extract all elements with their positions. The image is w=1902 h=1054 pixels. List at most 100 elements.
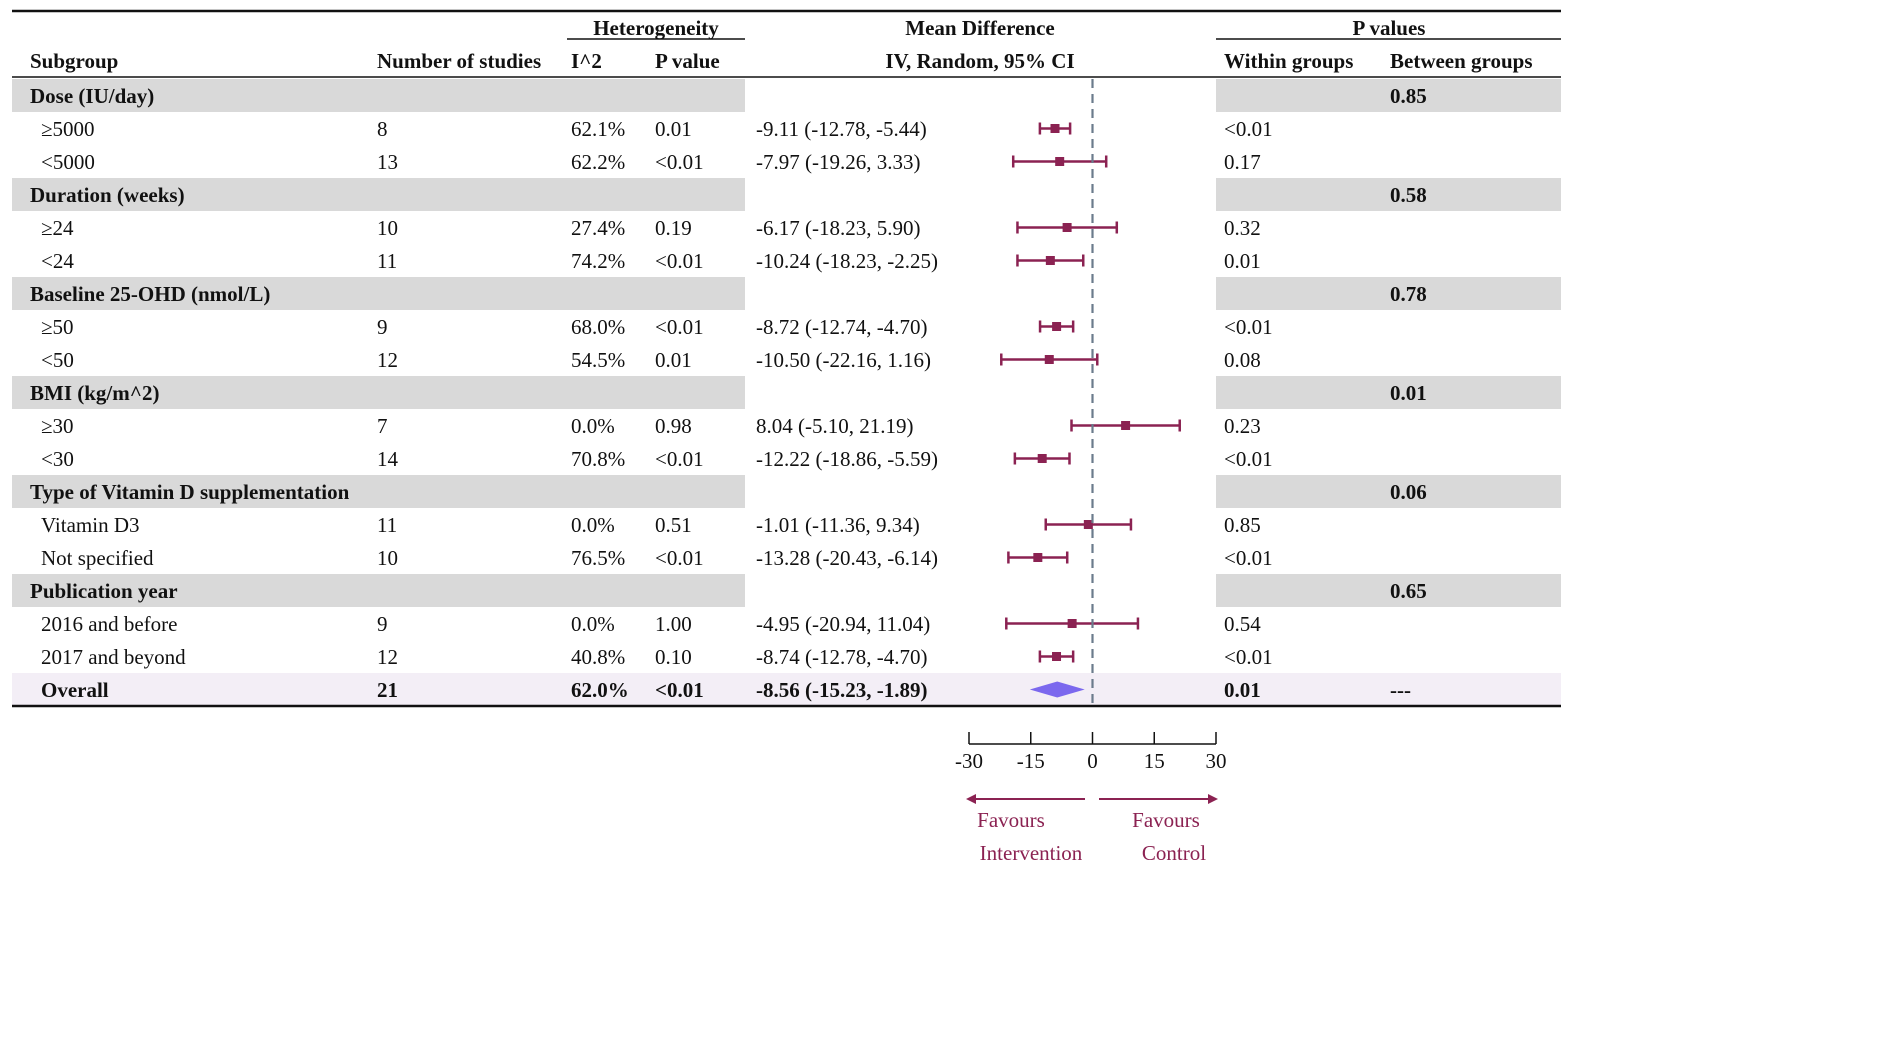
- x-tick-label: 30: [1206, 749, 1227, 773]
- heterogeneity-p-value: <0.01: [655, 249, 704, 273]
- group-row-bg-left: [12, 178, 745, 211]
- point-estimate: [1050, 124, 1060, 133]
- number-of-studies: 11: [377, 513, 397, 537]
- group-label: Type of Vitamin D supplementation: [30, 480, 350, 504]
- between-groups-p: 0.01: [1390, 381, 1427, 405]
- heterogeneity-p-value: 0.10: [655, 645, 692, 669]
- between-groups-p: 0.85: [1390, 84, 1427, 108]
- header-between-groups: Between groups: [1390, 49, 1533, 73]
- i2-value: 62.0%: [571, 678, 629, 702]
- header-md-method: IV, Random, 95% CI: [885, 49, 1074, 73]
- i2-value: 74.2%: [571, 249, 625, 273]
- mean-difference-ci-text: -7.97 (-19.26, 3.33): [756, 150, 920, 174]
- x-tick-label: -30: [955, 749, 983, 773]
- within-groups-p: <0.01: [1224, 645, 1273, 669]
- within-groups-p: 0.23: [1224, 414, 1261, 438]
- x-tick-label: 0: [1087, 749, 1098, 773]
- subgroup-label: <5000: [41, 150, 95, 174]
- group-row-bg-left: [12, 79, 745, 112]
- subgroup-label: ≥50: [41, 315, 74, 339]
- point-estimate: [1052, 322, 1062, 331]
- mean-difference-ci-text: -10.50 (-22.16, 1.16): [756, 348, 931, 372]
- favours-control-line1: Favours: [1132, 808, 1200, 832]
- mean-difference-ci-text: -1.01 (-11.36, 9.34): [756, 513, 920, 537]
- group-label: BMI (kg/m^2): [30, 381, 159, 405]
- subgroup-label: ≥24: [41, 216, 74, 240]
- mean-difference-ci-text: -9.11 (-12.78, -5.44): [756, 117, 927, 141]
- group-row-bg-right: [1216, 178, 1561, 211]
- number-of-studies: 9: [377, 612, 388, 636]
- header-number-of-studies: Number of studies: [377, 49, 541, 73]
- x-tick-label: 15: [1144, 749, 1165, 773]
- number-of-studies: 10: [377, 546, 398, 570]
- favours-intervention-line1: Favours: [977, 808, 1045, 832]
- number-of-studies: 12: [377, 348, 398, 372]
- within-groups-p: 0.01: [1224, 678, 1261, 702]
- heterogeneity-p-value: <0.01: [655, 447, 704, 471]
- subgroup-label: Not specified: [41, 546, 154, 570]
- subgroup-label: <30: [41, 447, 74, 471]
- header-i2: I^2: [571, 49, 602, 73]
- group-row-bg-right: [1216, 79, 1561, 112]
- subgroup-label: Vitamin D3: [41, 513, 139, 537]
- within-groups-p: 0.54: [1224, 612, 1261, 636]
- group-row-bg-right: [1216, 277, 1561, 310]
- number-of-studies: 21: [377, 678, 398, 702]
- i2-value: 0.0%: [571, 612, 615, 636]
- subgroup-label: <50: [41, 348, 74, 372]
- point-estimate: [1044, 355, 1054, 364]
- point-estimate: [1037, 454, 1047, 463]
- point-estimate: [1033, 553, 1043, 562]
- mean-difference-ci-text: -8.72 (-12.74, -4.70): [756, 315, 927, 339]
- within-groups-p: <0.01: [1224, 546, 1273, 570]
- mean-difference-ci-text: 8.04 (-5.10, 21.19): [756, 414, 913, 438]
- i2-value: 54.5%: [571, 348, 625, 372]
- favours-control-arrowhead: [1208, 794, 1218, 804]
- header-within-groups: Within groups: [1224, 49, 1353, 73]
- mean-difference-ci-text: -8.74 (-12.78, -4.70): [756, 645, 927, 669]
- mean-difference-ci-text: -6.17 (-18.23, 5.90): [756, 216, 920, 240]
- point-estimate: [1055, 157, 1065, 166]
- i2-value: 0.0%: [571, 513, 615, 537]
- number-of-studies: 7: [377, 414, 388, 438]
- point-estimate: [1045, 256, 1055, 265]
- x-tick-label: -15: [1017, 749, 1045, 773]
- within-groups-p: 0.32: [1224, 216, 1261, 240]
- header-p-values: P values: [1353, 16, 1426, 40]
- number-of-studies: 8: [377, 117, 388, 141]
- within-groups-p: <0.01: [1224, 315, 1273, 339]
- group-row-bg-left: [12, 475, 745, 508]
- i2-value: 76.5%: [571, 546, 625, 570]
- i2-value: 40.8%: [571, 645, 625, 669]
- group-label: Dose (IU/day): [30, 84, 154, 108]
- group-label: Duration (weeks): [30, 183, 185, 207]
- within-groups-p: <0.01: [1224, 117, 1273, 141]
- overall-label: Overall: [41, 678, 109, 702]
- number-of-studies: 13: [377, 150, 398, 174]
- heterogeneity-p-value: <0.01: [655, 150, 704, 174]
- heterogeneity-p-value: 0.01: [655, 117, 692, 141]
- overall-diamond: [1029, 681, 1085, 698]
- mean-difference-ci-text: -8.56 (-15.23, -1.89): [756, 678, 927, 702]
- within-groups-p: <0.01: [1224, 447, 1273, 471]
- header-subgroup: Subgroup: [30, 49, 118, 73]
- subgroup-label: <24: [41, 249, 74, 273]
- point-estimate: [1121, 421, 1131, 430]
- number-of-studies: 11: [377, 249, 397, 273]
- i2-value: 0.0%: [571, 414, 615, 438]
- favours-intervention-line2: Intervention: [980, 841, 1083, 865]
- between-groups-p: 0.78: [1390, 282, 1427, 306]
- heterogeneity-p-value: <0.01: [655, 315, 704, 339]
- heterogeneity-p-value: <0.01: [655, 546, 704, 570]
- forest-plot: Heterogeneity Mean Difference P values Subg…: [12, 9, 1561, 865]
- subgroup-label: ≥30: [41, 414, 74, 438]
- mean-difference-ci-text: -12.22 (-18.86, -5.59): [756, 447, 938, 471]
- overall-between-groups-p: ---: [1390, 678, 1411, 702]
- group-row-bg-right: [1216, 574, 1561, 607]
- i2-value: 27.4%: [571, 216, 625, 240]
- group-row-bg-left: [12, 277, 745, 310]
- mean-difference-ci-text: -10.24 (-18.23, -2.25): [756, 249, 938, 273]
- group-row-bg-right: [1216, 376, 1561, 409]
- i2-value: 62.2%: [571, 150, 625, 174]
- header-heterogeneity-p: P value: [655, 49, 720, 73]
